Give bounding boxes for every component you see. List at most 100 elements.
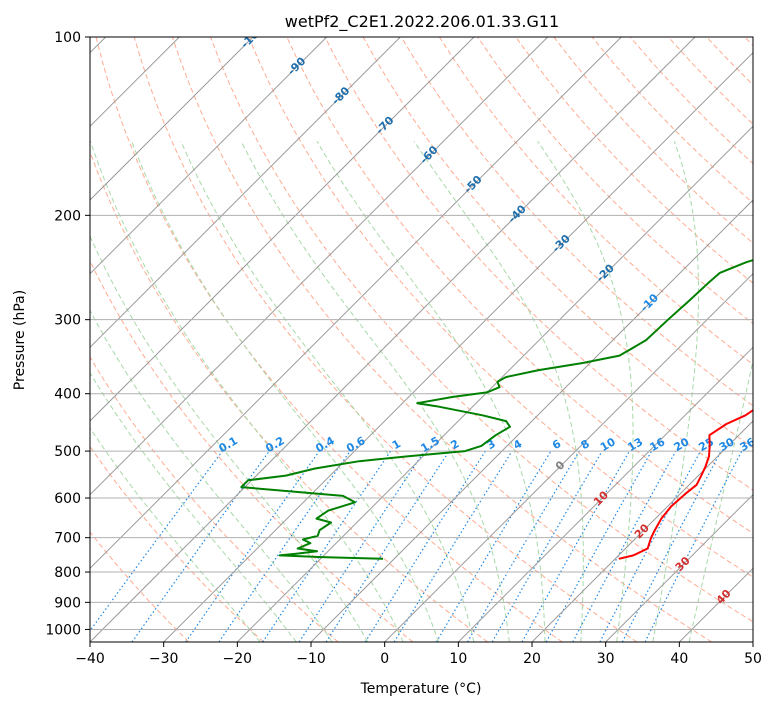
isotherm-line bbox=[163, 51, 753, 642]
dry-adiabat-line bbox=[248, 37, 753, 578]
dry-adiabat-line bbox=[744, 37, 753, 47]
y-tick-label: 700 bbox=[54, 531, 81, 547]
moist-adiabat-line bbox=[90, 371, 297, 642]
background-lines bbox=[90, 37, 753, 642]
mixing-ratio-line bbox=[599, 450, 702, 642]
isotherm-line bbox=[752, 641, 753, 642]
mixing-ratio-label: 0.4 bbox=[313, 434, 337, 455]
x-tick-label: 10 bbox=[449, 651, 467, 667]
mixing-ratio-label: 1 bbox=[390, 437, 403, 452]
dewpoint-line bbox=[240, 259, 753, 560]
dry-adiabat-line bbox=[324, 37, 753, 491]
dry-adiabat-line bbox=[90, 259, 414, 642]
y-tick-label: 500 bbox=[54, 444, 81, 460]
plot-frame bbox=[89, 36, 754, 643]
temperature-line bbox=[618, 408, 753, 560]
dry-adiabat-line bbox=[171, 37, 712, 642]
isotherm-line bbox=[310, 199, 753, 642]
y-tick-label: 200 bbox=[54, 208, 81, 224]
isotherm-line bbox=[90, 37, 696, 642]
mixing-ratio-labels: 0.1 0.2 0.4 0.6 1 1.5 2 3 4 6 8 10 13 16 20 25 30 36 bbox=[216, 434, 758, 455]
dry-adiabat-line bbox=[706, 37, 753, 86]
isotherm-line bbox=[457, 346, 753, 642]
mixing-ratio-label: 8 bbox=[579, 437, 592, 452]
isotherm-line bbox=[90, 37, 549, 496]
x-tick-label: 20 bbox=[523, 651, 541, 667]
mixing-ratio-line bbox=[545, 450, 653, 642]
isotherm-label: -50 bbox=[461, 173, 484, 196]
y-tick-label: 800 bbox=[54, 565, 81, 581]
x-tick-label: −10 bbox=[296, 651, 326, 667]
dry-adiabat-line bbox=[210, 37, 753, 623]
mixing-ratio-line bbox=[325, 450, 450, 642]
y-tick-label: 900 bbox=[54, 595, 81, 611]
moist-adiabat-line bbox=[688, 358, 753, 642]
isotherm-line bbox=[605, 493, 753, 642]
mixing-ratio-line bbox=[521, 450, 631, 642]
isotherm-line bbox=[384, 272, 753, 642]
mixing-ratio-line bbox=[572, 450, 677, 642]
mixing-ratio-label: 0.2 bbox=[263, 434, 286, 455]
dry-adiabat-line bbox=[591, 37, 753, 204]
chart-title: wetPf2_C2E1.2022.206.01.33.G11 bbox=[285, 12, 559, 32]
dry-adiabat-line bbox=[553, 37, 753, 244]
isotherm-line bbox=[90, 37, 254, 201]
y-axis-label: Pressure (hPa) bbox=[12, 290, 28, 390]
x-tick-label: 0 bbox=[380, 651, 389, 667]
mixing-ratio-line bbox=[262, 450, 392, 642]
dry-adiabat-line bbox=[90, 531, 190, 642]
isotherm-label: 10 bbox=[591, 488, 611, 508]
mixing-ratio-label: 36 bbox=[738, 435, 758, 454]
mixing-ratio-line bbox=[131, 450, 270, 642]
isotherm-label: -20 bbox=[594, 261, 617, 284]
x-tick-label: 40 bbox=[670, 651, 688, 667]
isotherm-label: -30 bbox=[550, 232, 573, 255]
y-tick-label: 300 bbox=[54, 313, 81, 329]
dry-adiabat-line bbox=[362, 37, 753, 449]
mixing-ratio-line bbox=[185, 450, 320, 642]
isotherm-line bbox=[236, 125, 753, 642]
moist-adiabat-line bbox=[90, 235, 369, 642]
dry-adiabat-line bbox=[133, 37, 638, 642]
x-tick-label: 30 bbox=[597, 651, 615, 667]
isotherm-line bbox=[90, 37, 475, 422]
dry-adiabat-line bbox=[438, 37, 753, 366]
dry-adiabat-line bbox=[90, 150, 488, 642]
x-axis-label: Temperature (°C) bbox=[360, 681, 482, 697]
y-axis-ticks: 100 200 300 400 500 600 700 800 900 1000 bbox=[45, 30, 90, 638]
isotherm-line bbox=[90, 37, 622, 570]
y-tick-label: 600 bbox=[54, 491, 81, 507]
dry-adiabat-line bbox=[515, 37, 753, 284]
mixing-ratio-line bbox=[393, 450, 513, 642]
dry-adiabat-line bbox=[95, 37, 563, 642]
isotherm-label: 30 bbox=[673, 554, 693, 574]
isotherm-line bbox=[90, 37, 328, 275]
mixing-ratio-label: 0.6 bbox=[344, 434, 368, 455]
mixing-ratio-label: 1.5 bbox=[418, 434, 441, 455]
isotherm-line bbox=[90, 37, 401, 349]
isotherm-label: 40 bbox=[714, 587, 734, 607]
x-tick-label: −20 bbox=[223, 651, 253, 667]
y-tick-label: 400 bbox=[54, 387, 81, 403]
x-tick-label: −30 bbox=[149, 651, 179, 667]
isotherm-line bbox=[531, 420, 753, 642]
x-tick-label: −40 bbox=[75, 651, 105, 667]
mixing-ratio-line bbox=[298, 450, 425, 642]
isotherm-line bbox=[678, 567, 753, 642]
profile-lines bbox=[240, 259, 753, 560]
mixing-ratio-line bbox=[90, 450, 223, 632]
x-tick-label: 50 bbox=[744, 651, 762, 667]
mixing-ratio-line bbox=[218, 450, 351, 642]
x-axis-ticks: −40 −30 −20 −10 0 10 20 30 40 50 bbox=[75, 642, 762, 667]
y-tick-label: 1000 bbox=[45, 622, 81, 638]
dry-adiabat-line bbox=[90, 356, 339, 642]
y-tick-label: 100 bbox=[54, 30, 81, 46]
dry-adiabat-line bbox=[400, 37, 753, 407]
moist-adiabat-line bbox=[537, 141, 634, 642]
mixing-ratio-label: 0.1 bbox=[216, 434, 239, 455]
mixing-ratio-label: 4 bbox=[511, 437, 524, 452]
mixing-ratio-line bbox=[644, 450, 743, 642]
moist-adiabat-line bbox=[413, 141, 584, 642]
